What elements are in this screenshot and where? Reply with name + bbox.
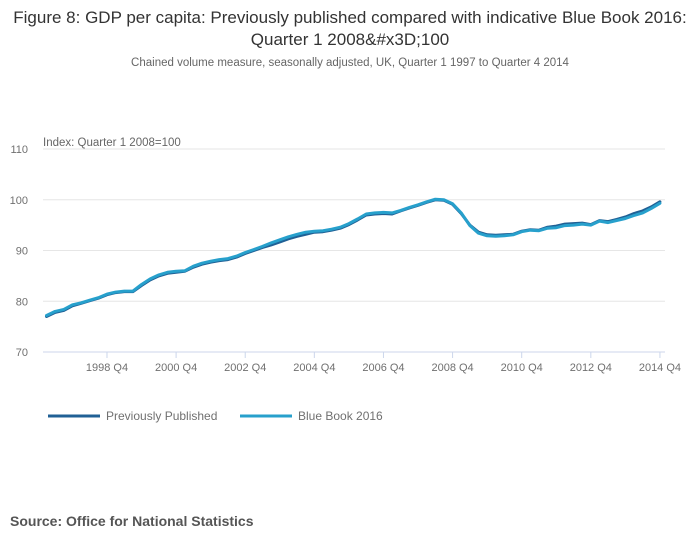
x-axis: 1998 Q4 2000 Q4 2002 Q4 2004 Q4 2006 Q4 2008 … xyxy=(43,351,681,374)
chart-subtitle: Chained volume measure, seasonally adjus… xyxy=(131,57,569,69)
y-tick-label: 80 xyxy=(16,296,28,308)
x-tick-label: 2006 Q4 xyxy=(362,362,404,374)
x-tick-label: 1998 Q4 xyxy=(86,362,128,374)
legend-label: Blue Book 2016 xyxy=(298,409,383,423)
x-tick-label: 2002 Q4 xyxy=(224,362,266,374)
x-tick-label: 2004 Q4 xyxy=(293,362,335,374)
gridlines xyxy=(43,148,665,302)
legend-label: Previously Published xyxy=(106,409,217,423)
legend-item-blue-book-2016[interactable]: Blue Book 2016 xyxy=(240,409,383,423)
legend-item-previously-published[interactable]: Previously Published xyxy=(48,409,217,423)
source-note: Source: Office for National Statistics xyxy=(10,513,254,529)
y-tick-label: 110 xyxy=(10,144,28,156)
y-tick-label: 100 xyxy=(10,195,28,207)
series-line-blue-book-2016[interactable] xyxy=(45,197,662,317)
legend: Previously Published Blue Book 2016 xyxy=(48,409,383,423)
x-tick-label: 2008 Q4 xyxy=(431,362,473,374)
chart-title: Figure 8: GDP per capita: Previously pub… xyxy=(13,8,687,49)
series-line-previously-published[interactable] xyxy=(45,198,662,318)
x-tick-label: 2010 Q4 xyxy=(501,362,543,374)
series-lines xyxy=(45,197,662,318)
x-tick-label: 2000 Q4 xyxy=(155,362,197,374)
x-tick-label: 2014 Q4 xyxy=(639,362,681,374)
y-axis-ticks: 70 80 90 100 110 xyxy=(10,144,28,359)
y-tick-label: 70 xyxy=(16,347,28,359)
y-tick-label: 90 xyxy=(16,246,28,258)
y-axis-title: Index: Quarter 1 2008=100 xyxy=(43,137,181,149)
x-tick-label: 2012 Q4 xyxy=(570,362,612,374)
